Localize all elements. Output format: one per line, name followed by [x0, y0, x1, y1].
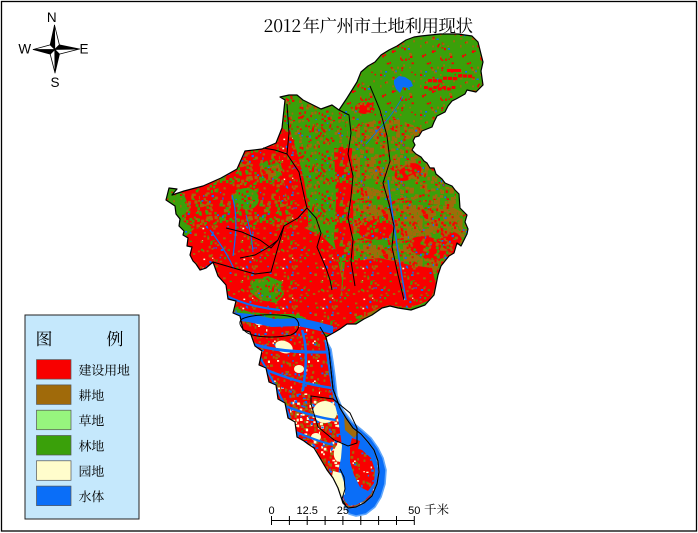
svg-text:50: 50: [408, 505, 420, 517]
svg-text:12.5: 12.5: [296, 505, 317, 517]
svg-text:N: N: [47, 10, 57, 25]
svg-text:E: E: [79, 42, 88, 57]
svg-text:0: 0: [268, 505, 274, 517]
svg-text:S: S: [50, 75, 59, 90]
svg-text:25: 25: [337, 505, 349, 517]
svg-text:W: W: [18, 42, 31, 57]
